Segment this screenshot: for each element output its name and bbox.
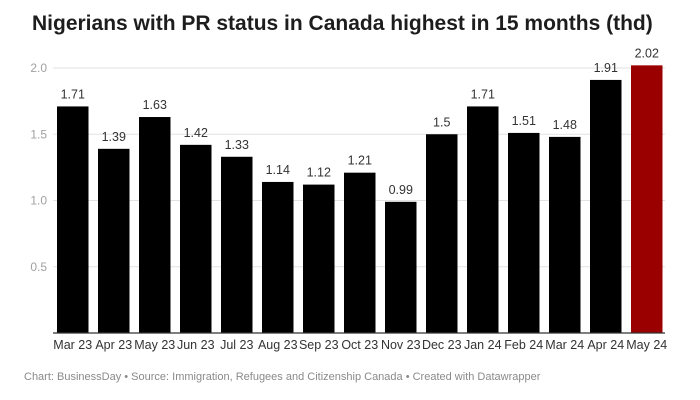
data-label: 1.39 <box>102 130 126 144</box>
bar <box>303 184 335 333</box>
data-label: 1.14 <box>266 163 290 177</box>
data-label: 1.71 <box>61 87 85 101</box>
x-tick-label: Mar 23 <box>53 338 92 352</box>
x-tick-label: May 24 <box>626 338 667 352</box>
bar <box>385 201 417 333</box>
bar <box>549 136 581 333</box>
chart-title: Nigerians with PR status in Canada highe… <box>32 12 653 35</box>
data-label: 1.21 <box>348 154 372 168</box>
bar <box>180 144 212 333</box>
data-label: 1.51 <box>512 114 536 128</box>
data-label: 1.71 <box>471 87 495 101</box>
x-tick-label: Jun 23 <box>177 338 215 352</box>
bar <box>467 106 499 333</box>
x-tick-label: Mar 24 <box>545 338 584 352</box>
data-label: 1.33 <box>225 138 249 152</box>
x-tick-label: Jul 23 <box>220 338 253 352</box>
x-tick-label: Apr 24 <box>587 338 624 352</box>
x-tick-label: Aug 23 <box>258 338 298 352</box>
bar <box>426 134 458 333</box>
x-tick-label: Dec 23 <box>422 338 462 352</box>
x-tick-label: Feb 24 <box>504 338 543 352</box>
x-tick-label: Apr 23 <box>95 338 132 352</box>
data-label: 1.42 <box>184 126 208 140</box>
data-label: 1.5 <box>433 115 450 129</box>
x-tick-label: Jan 24 <box>464 338 502 352</box>
x-tick-label: May 23 <box>134 338 175 352</box>
chart-footer: Chart: BusinessDay • Source: Immigration… <box>24 371 541 383</box>
bar <box>344 172 376 333</box>
data-label: 1.12 <box>307 166 331 180</box>
bar <box>508 132 540 333</box>
y-tick-label: 2.0 <box>30 61 47 75</box>
y-tick-label: 0.5 <box>30 260 47 274</box>
bar <box>631 65 663 333</box>
y-tick-label: 1.5 <box>30 127 47 141</box>
bar <box>57 106 89 333</box>
x-tick-label: Sep 23 <box>299 338 339 352</box>
data-label: 0.99 <box>389 183 413 197</box>
x-tick-label: Oct 23 <box>341 338 378 352</box>
data-label: 1.48 <box>553 118 577 132</box>
data-label: 1.91 <box>594 61 618 75</box>
bar <box>590 79 622 333</box>
data-label: 1.63 <box>143 98 167 112</box>
bar <box>139 117 171 334</box>
y-tick-label: 1.0 <box>30 194 47 208</box>
bar <box>262 181 294 333</box>
x-tick-label: Nov 23 <box>381 338 421 352</box>
bar <box>221 156 253 333</box>
data-label: 2.02 <box>635 46 659 60</box>
bar <box>98 148 130 333</box>
